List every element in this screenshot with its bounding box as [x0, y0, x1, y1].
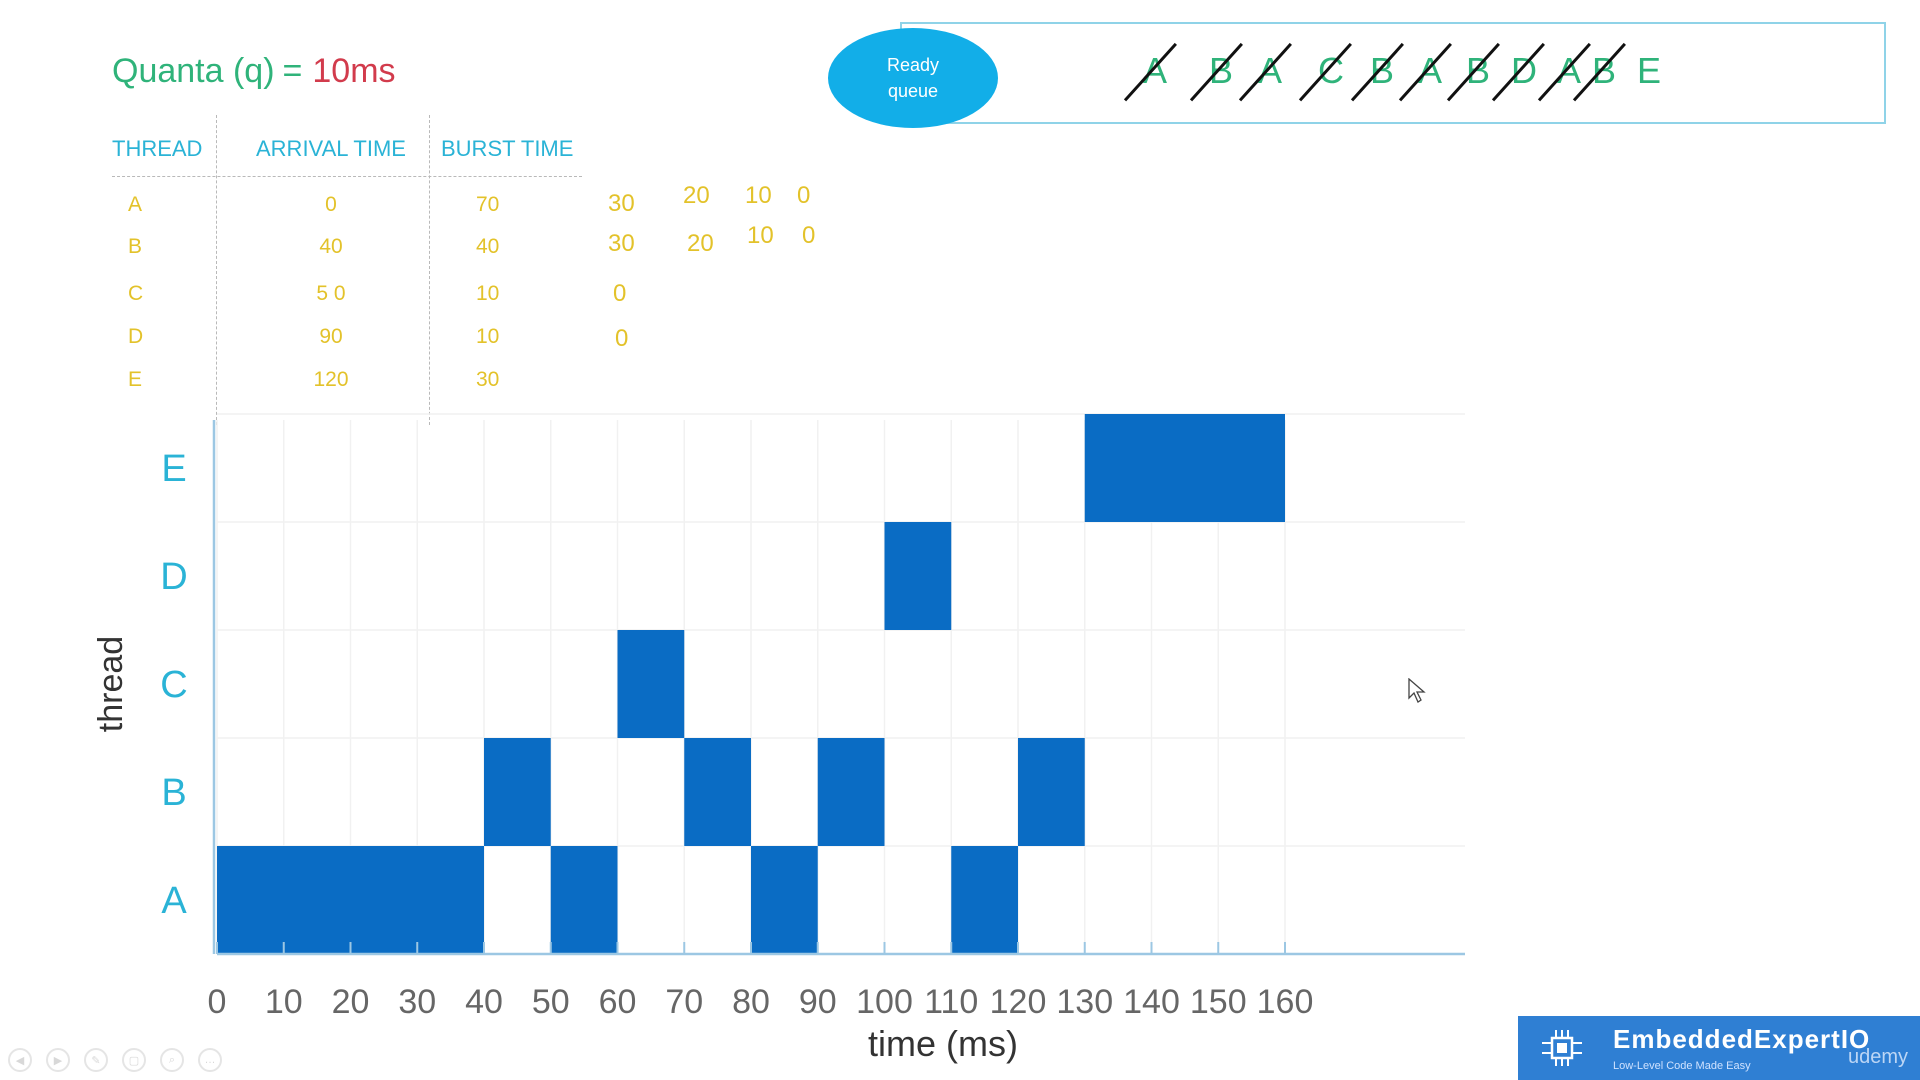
brand-title: EmbeddedExpertIO	[1613, 1024, 1871, 1054]
brand-tagline: Low-Level Code Made Easy	[1613, 1060, 1751, 1072]
table-thread-cell: A	[128, 193, 143, 216]
table-arrival-cell: 40	[319, 235, 343, 258]
remaining-burst-note: 0	[797, 182, 811, 209]
x-axis-label: time (ms)	[868, 1023, 1018, 1064]
gantt-bar-e	[1084, 414, 1285, 522]
gantt-bar-c	[617, 630, 685, 738]
y-category-label: A	[161, 880, 187, 922]
chip-icon	[1542, 1030, 1582, 1066]
x-tick-label: 0	[208, 983, 227, 1021]
x-tick-label: 160	[1257, 983, 1314, 1021]
x-tick-label: 60	[599, 983, 637, 1021]
remaining-burst-note: 30	[608, 230, 635, 257]
remaining-burst-note: 10	[747, 222, 774, 249]
ready-queue-label: Ready queue	[828, 28, 998, 128]
ready-queue-label-line1: Ready	[886, 55, 940, 75]
quanta-equals: =	[282, 52, 303, 90]
ready-queue-label-line2: queue	[887, 81, 939, 101]
y-category-label: E	[161, 448, 186, 490]
header-burst-time: BURST TIME	[441, 136, 574, 161]
gantt-bar-a	[217, 846, 484, 954]
table-burst-cell: 10	[476, 282, 500, 305]
table-burst-cell: 40	[476, 235, 500, 258]
table-header-rule	[112, 176, 582, 177]
gantt-bar-a	[550, 846, 618, 954]
udemy-logo: udemy	[1847, 1046, 1908, 1068]
table-thread-cell: D	[128, 325, 144, 348]
x-tick-label: 150	[1190, 983, 1247, 1021]
x-tick-label: 100	[856, 983, 913, 1021]
table-arrival-cell: 0	[325, 193, 337, 216]
more-icon[interactable]: …	[198, 1048, 222, 1072]
quanta-label: Quanta (q)	[112, 52, 275, 90]
play-icon[interactable]: ▶	[46, 1048, 70, 1072]
x-tick-label: 40	[465, 983, 503, 1021]
x-tick-label: 20	[332, 983, 370, 1021]
table-burst-cell: 30	[476, 368, 500, 391]
gantt-bar-b	[684, 738, 751, 846]
x-tick-label: 90	[799, 983, 837, 1021]
player-controls: ◀ ▶ ✎ ▢ ⌕ …	[8, 1048, 222, 1072]
x-tick-label: 70	[665, 983, 703, 1021]
gantt-bar-d	[884, 522, 952, 630]
remaining-burst-note: 0	[615, 325, 629, 352]
gantt-bar-a	[951, 846, 1018, 954]
header-arrival-time: ARRIVAL TIME	[256, 136, 406, 161]
x-tick-label: 80	[732, 983, 770, 1021]
gantt-bar-a	[751, 846, 818, 954]
remaining-burst-note: 10	[745, 182, 772, 209]
x-tick-label: 10	[265, 983, 303, 1021]
table-divider-1	[216, 115, 217, 425]
table-arrival-cell: 5 0	[316, 282, 346, 305]
brand-banner: EmbeddedExpertIO Low-Level Code Made Eas…	[1518, 1016, 1920, 1080]
copy-icon[interactable]: ▢	[122, 1048, 146, 1072]
remaining-burst-note: 20	[683, 182, 710, 209]
table-arrival-cell: 90	[319, 325, 343, 348]
pen-icon[interactable]: ✎	[84, 1048, 108, 1072]
x-tick-label: 50	[532, 983, 570, 1021]
header-thread: THREAD	[112, 136, 203, 161]
y-category-label: C	[160, 664, 187, 706]
table-arrival-cell: 120	[313, 368, 349, 391]
mouse-cursor-icon	[1408, 678, 1426, 703]
remaining-burst-note: 30	[608, 190, 635, 217]
x-tick-label: 110	[924, 983, 978, 1021]
table-thread-cell: E	[128, 368, 143, 391]
y-axis-label: thread	[92, 636, 130, 732]
quanta-heading: Quanta (q) = 10ms	[112, 52, 396, 91]
x-tick-label: 140	[1123, 983, 1180, 1021]
y-category-label: D	[160, 556, 187, 598]
table-divider-2	[429, 115, 430, 425]
chart-bars	[217, 414, 1285, 954]
remaining-burst-note: 20	[687, 230, 714, 257]
y-category-label: B	[161, 772, 186, 814]
gantt-bar-b	[1018, 738, 1085, 846]
zoom-icon[interactable]: ⌕	[160, 1048, 184, 1072]
table-burst-cell: 70	[476, 193, 500, 216]
x-ticks: 0 10 20 30 40 50 60 70 80 90 100 110 120 130 140 150 160	[208, 942, 1314, 1021]
x-tick-label: 30	[398, 983, 436, 1021]
remaining-burst-note: 0	[613, 280, 627, 307]
table-burst-cell: 10	[476, 325, 500, 348]
prev-icon[interactable]: ◀	[8, 1048, 32, 1072]
table-thread-cell: C	[128, 282, 144, 305]
x-tick-label: 130	[1056, 983, 1113, 1021]
quanta-value: 10ms	[312, 52, 396, 90]
remaining-burst-note: 0	[802, 222, 816, 249]
ready-queue-item: E	[1637, 50, 1662, 91]
table-thread-cell: B	[128, 235, 143, 258]
y-categories: A B C D E	[160, 448, 187, 922]
gantt-bar-b	[817, 738, 885, 846]
x-tick-label: 120	[990, 983, 1047, 1021]
gantt-bar-b	[484, 738, 551, 846]
